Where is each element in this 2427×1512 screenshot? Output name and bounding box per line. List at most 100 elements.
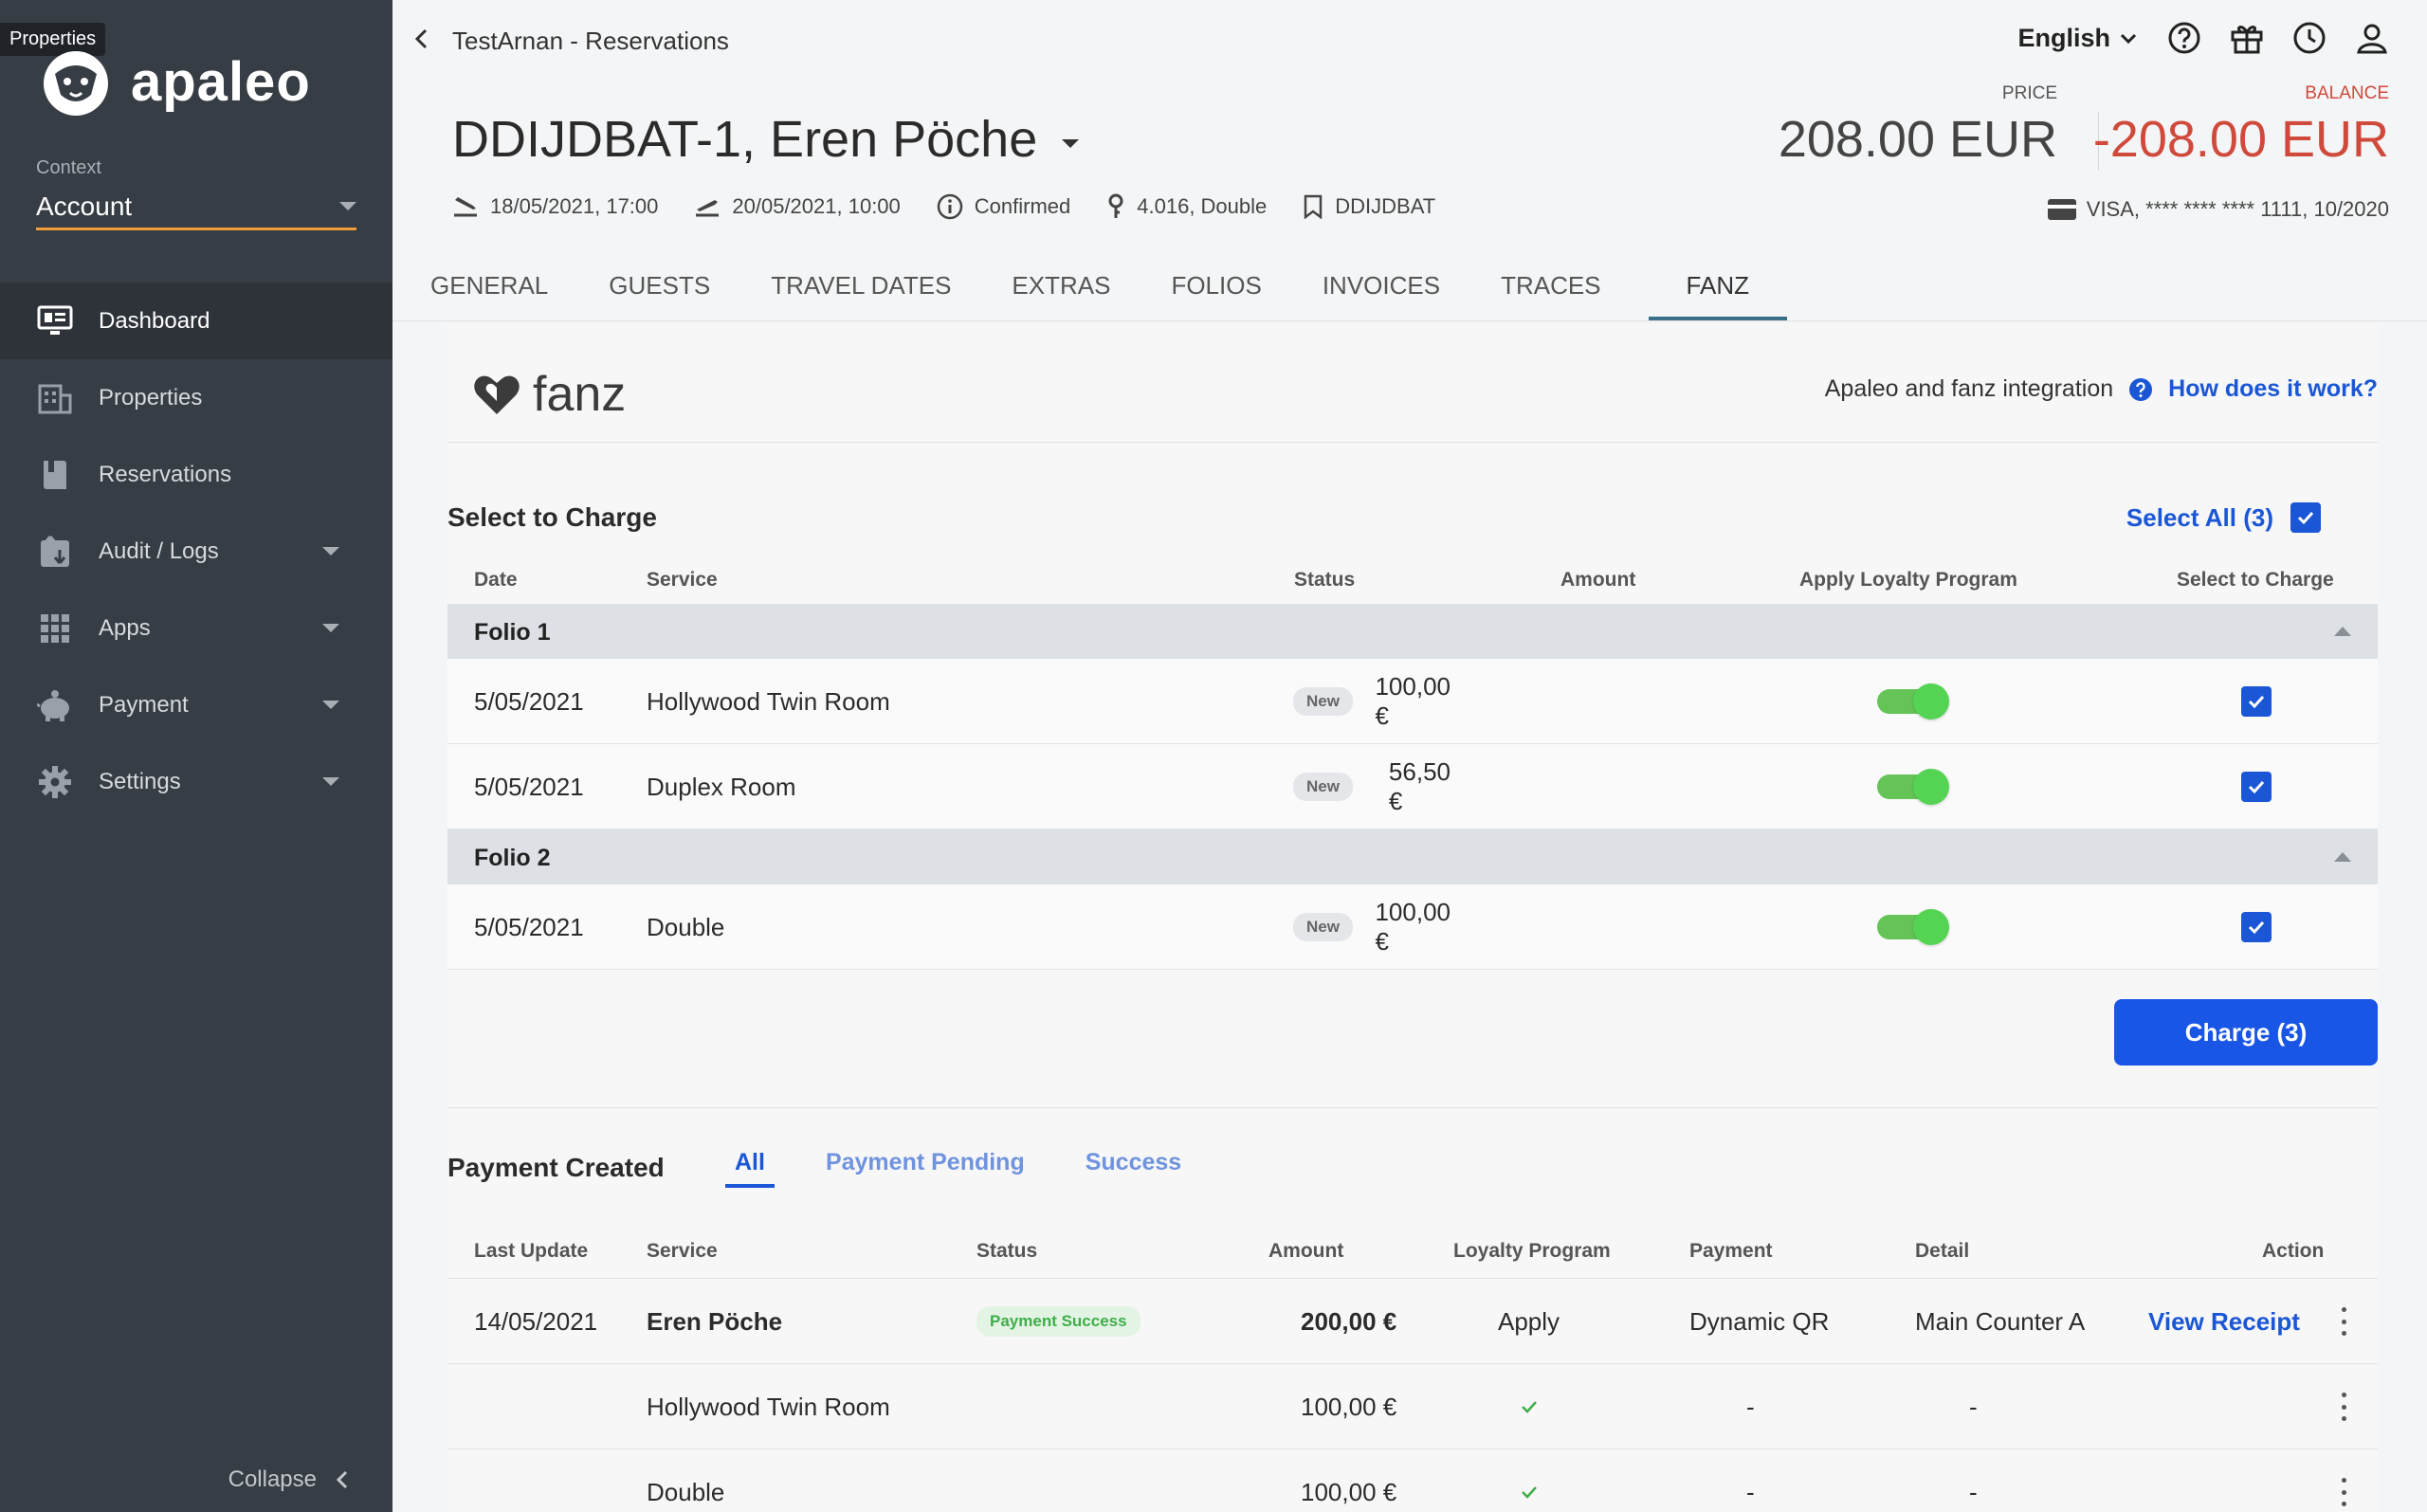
check-icon bbox=[2297, 511, 2314, 525]
loyalty-toggle[interactable] bbox=[1877, 683, 1949, 720]
charge-row: 5/05/2021 Double New 100,00 € bbox=[447, 884, 2378, 970]
charge-row: 5/05/2021 Hollywood Twin Room New 100,00… bbox=[447, 659, 2378, 744]
row-payment: - bbox=[1746, 1392, 1755, 1421]
sidebar-item-apps[interactable]: Apps bbox=[0, 590, 392, 666]
piggy-bank-icon bbox=[36, 686, 74, 724]
divider bbox=[447, 1278, 2378, 1279]
sidebar-item-properties[interactable]: Properties bbox=[0, 359, 392, 436]
row-service: Hollywood Twin Room bbox=[647, 1392, 890, 1421]
clock-icon[interactable] bbox=[2292, 21, 2327, 55]
collapse-button[interactable]: Collapse bbox=[228, 1466, 355, 1493]
charge-button[interactable]: Charge (3) bbox=[2114, 999, 2378, 1066]
how-it-works-link[interactable]: How does it work? bbox=[2168, 375, 2378, 402]
booking-id: DDIJDBAT bbox=[1335, 194, 1436, 218]
card-info: VISA, **** **** **** 1111, 10/2020 bbox=[2047, 197, 2389, 222]
tab-guests[interactable]: GUESTS bbox=[609, 271, 711, 300]
col-select-to-charge: Select to Charge bbox=[2177, 569, 2334, 591]
loyalty-toggle[interactable] bbox=[1877, 909, 1949, 945]
view-receipt-link[interactable]: View Receipt bbox=[2148, 1306, 2300, 1336]
tab-payment-pending[interactable]: Payment Pending bbox=[825, 1149, 1025, 1175]
context-selector[interactable]: Context Account bbox=[36, 157, 356, 230]
divider bbox=[447, 1107, 2378, 1108]
apps-grid-icon bbox=[36, 610, 74, 647]
row-checkbox[interactable] bbox=[2241, 686, 2272, 717]
status-info: Confirmed bbox=[937, 193, 1070, 220]
sidebar-item-payment[interactable]: Payment bbox=[0, 666, 392, 743]
row-service: Duplex Room bbox=[647, 772, 796, 801]
tab-fanz[interactable]: FANZ bbox=[1648, 256, 1788, 320]
price-divider bbox=[2098, 112, 2099, 171]
sidebar-item-label: Dashboard bbox=[99, 307, 210, 334]
row-detail: Main Counter A bbox=[1915, 1306, 2086, 1336]
gift-icon[interactable] bbox=[2230, 21, 2264, 55]
status-text: Confirmed bbox=[974, 194, 1071, 218]
price-value: 208.00 EUR bbox=[1778, 111, 2057, 168]
chevron-down-icon bbox=[322, 547, 339, 556]
row-date: 5/05/2021 bbox=[474, 772, 584, 801]
sidebar: Properties apaleo Context Account Dashbo… bbox=[0, 0, 392, 1512]
context-dropdown[interactable]: Account bbox=[36, 185, 356, 230]
sidebar-item-dashboard[interactable]: Dashboard bbox=[0, 282, 392, 359]
reservation-title[interactable]: DDIJDBAT-1, Eren Pöche bbox=[452, 110, 1080, 169]
bookmark-icon bbox=[1305, 194, 1323, 219]
breadcrumb[interactable]: TestArnan - Reservations bbox=[452, 27, 729, 55]
row-checkbox[interactable] bbox=[2241, 912, 2272, 942]
gear-icon bbox=[36, 763, 74, 801]
sidebar-item-reservations[interactable]: Reservations bbox=[0, 436, 392, 513]
info-icon bbox=[937, 193, 963, 220]
collapse-label: Collapse bbox=[228, 1466, 317, 1492]
apaleo-logo[interactable]: apaleo bbox=[34, 46, 311, 118]
select-all[interactable]: Select All (3) bbox=[2126, 502, 2321, 533]
top-bar: TestArnan - Reservations English bbox=[392, 0, 2427, 82]
tab-success[interactable]: Success bbox=[1085, 1149, 1182, 1175]
tab-general[interactable]: GENERAL bbox=[430, 271, 549, 300]
check-icon bbox=[2248, 920, 2265, 935]
sidebar-item-label: Audit / Logs bbox=[99, 537, 219, 564]
col-action: Action bbox=[2262, 1240, 2325, 1262]
back-arrow-icon[interactable] bbox=[408, 25, 436, 53]
more-vert-icon[interactable] bbox=[2340, 1393, 2347, 1421]
lion-logo-icon bbox=[44, 51, 108, 116]
balance-value: -208.00 EUR bbox=[2092, 111, 2389, 168]
sidebar-item-settings[interactable]: Settings bbox=[0, 743, 392, 820]
help-icon[interactable] bbox=[2167, 21, 2201, 55]
folio-name: Folio 1 bbox=[474, 619, 551, 646]
fanz-logo-text: fanz bbox=[533, 367, 627, 422]
sidebar-item-label: Payment bbox=[99, 691, 189, 718]
tab-extras[interactable]: EXTRAS bbox=[1012, 271, 1111, 300]
col-payment: Payment bbox=[1689, 1240, 1773, 1262]
col-date: Date bbox=[474, 569, 518, 591]
sidebar-item-label: Reservations bbox=[99, 461, 232, 487]
row-amount: 100,00 € bbox=[1301, 1477, 1397, 1506]
tab-all[interactable]: All bbox=[725, 1149, 775, 1188]
col-service: Service bbox=[647, 569, 718, 591]
row-checkbox[interactable] bbox=[2241, 772, 2272, 802]
payment-row: 14/05/2021 Eren Pöche Payment Success 20… bbox=[447, 1279, 2378, 1364]
tooltip: Properties bbox=[0, 23, 106, 56]
tab-traces[interactable]: TRACES bbox=[1501, 271, 1601, 300]
tab-invoices[interactable]: INVOICES bbox=[1322, 271, 1441, 300]
folio-2-header[interactable]: Folio 2 bbox=[447, 829, 2378, 884]
folio-1-header[interactable]: Folio 1 bbox=[447, 604, 2378, 659]
more-vert-icon[interactable] bbox=[2340, 1478, 2347, 1506]
loyalty-toggle[interactable] bbox=[1877, 769, 1949, 805]
card-text: VISA, **** **** **** 1111, 10/2020 bbox=[2086, 197, 2389, 221]
payment-created-title: Payment Created bbox=[447, 1153, 665, 1182]
col-amount: Amount bbox=[1268, 1240, 1344, 1262]
more-vert-icon[interactable] bbox=[2340, 1307, 2347, 1336]
tab-folios[interactable]: FOLIOS bbox=[1171, 271, 1262, 300]
select-all-checkbox[interactable] bbox=[2290, 502, 2321, 533]
row-service: Hollywood Twin Room bbox=[647, 686, 890, 716]
payment-sub-row: Hollywood Twin Room 100,00 € - - bbox=[447, 1364, 2378, 1449]
check-icon bbox=[2248, 695, 2265, 709]
fanz-heart-icon bbox=[474, 375, 520, 414]
reservation-name: DDIJDBAT-1, Eren Pöche bbox=[452, 111, 1038, 168]
language-selector[interactable]: English bbox=[2017, 24, 2139, 53]
divider bbox=[447, 442, 2378, 443]
audit-icon bbox=[36, 533, 74, 571]
integration-info: Apaleo and fanz integration How does it … bbox=[1825, 375, 2378, 403]
row-detail: - bbox=[1969, 1477, 1978, 1506]
tab-travel-dates[interactable]: TRAVEL DATES bbox=[771, 271, 952, 300]
sidebar-item-audit-logs[interactable]: Audit / Logs bbox=[0, 513, 392, 590]
user-icon[interactable] bbox=[2355, 21, 2389, 55]
